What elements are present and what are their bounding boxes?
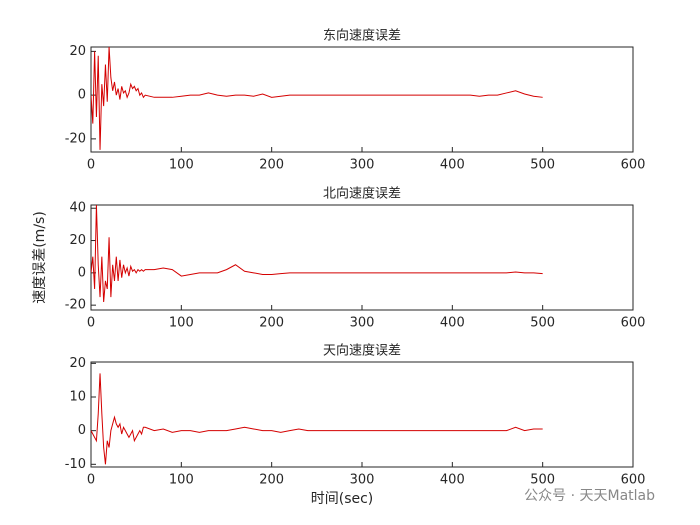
x-tick-label: 400	[440, 473, 465, 488]
x-tick-label: 200	[259, 158, 284, 173]
x-tick-label: 500	[530, 473, 555, 488]
x-tick-label: 100	[169, 316, 194, 331]
x-axis-label: 时间(sec)	[311, 491, 374, 507]
x-tick-label: 400	[440, 316, 465, 331]
chart-title: 北向速度误差	[323, 186, 401, 202]
y-tick-label: 20	[69, 356, 86, 371]
x-tick-label: 0	[87, 158, 95, 173]
chart-title: 东向速度误差	[323, 28, 401, 44]
x-tick-label: 200	[259, 316, 284, 331]
x-tick-label: 600	[621, 316, 646, 331]
x-tick-label: 500	[530, 316, 555, 331]
x-tick-label: 300	[350, 158, 375, 173]
y-tick-label: 0	[78, 423, 86, 438]
x-tick-label: 0	[87, 473, 95, 488]
x-tick-label: 600	[621, 158, 646, 173]
watermark: 公众号 · 天天Matlab	[524, 488, 655, 504]
y-tick-label: 20	[69, 44, 86, 59]
data-line	[91, 373, 543, 465]
data-line	[91, 205, 543, 302]
y-tick-label: -20	[65, 298, 86, 313]
y-tick-label: 0	[78, 88, 86, 103]
y-tick-label: -10	[65, 457, 86, 472]
x-tick-label: 600	[621, 473, 646, 488]
data-line	[91, 47, 543, 150]
y-tick-label: -20	[65, 131, 86, 146]
x-tick-label: 200	[259, 473, 284, 488]
x-tick-label: 400	[440, 158, 465, 173]
x-tick-label: 0	[87, 316, 95, 331]
y-tick-label: 10	[69, 390, 86, 405]
y-axis-label: 速度误差(m/s)	[32, 211, 48, 304]
x-tick-label: 300	[350, 473, 375, 488]
y-tick-label: 20	[69, 233, 86, 248]
chart-title: 天向速度误差	[323, 343, 401, 359]
y-tick-label: 0	[78, 265, 86, 280]
x-tick-label: 100	[169, 473, 194, 488]
x-tick-label: 100	[169, 158, 194, 173]
y-tick-label: 40	[69, 201, 86, 216]
x-tick-label: 500	[530, 158, 555, 173]
x-tick-label: 300	[350, 316, 375, 331]
